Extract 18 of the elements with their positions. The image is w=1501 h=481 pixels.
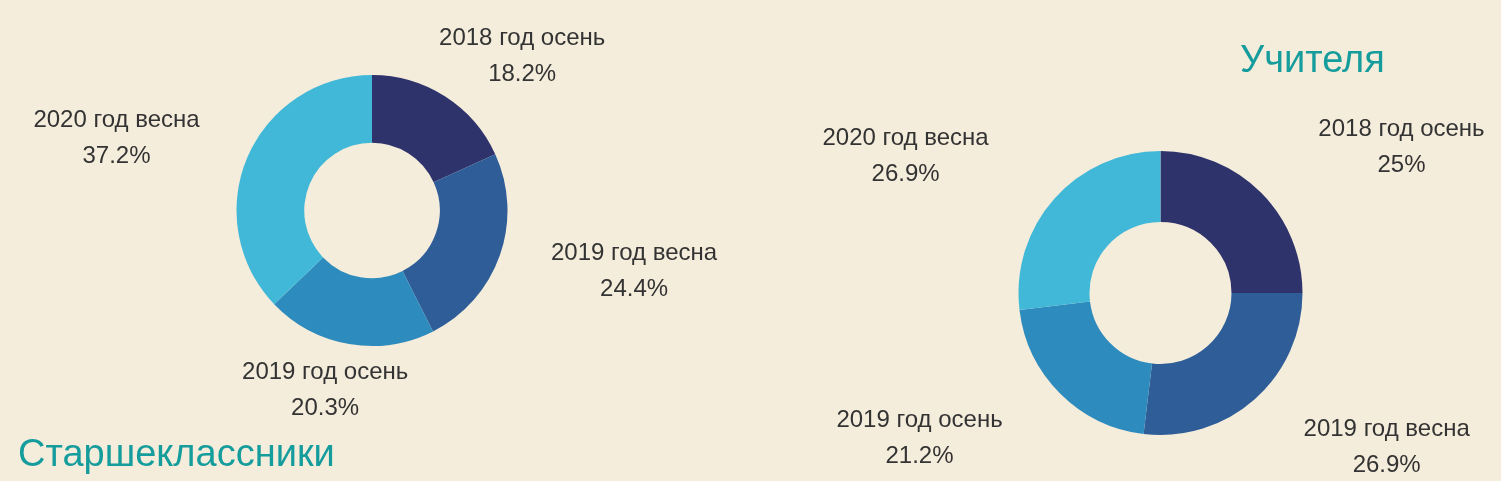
data-label: 26.9% [871, 158, 940, 186]
data-label: 26.9% [1352, 449, 1421, 477]
data-label: 20.3% [291, 393, 360, 421]
slice-label: 2020 год весна [822, 122, 990, 150]
slice-label: 2019 год весна [1303, 413, 1471, 441]
slice-label: 2019 год осень [836, 405, 1003, 433]
slice-label: 2018 год осень [439, 23, 606, 51]
data-label: 24.4% [600, 273, 669, 301]
data-label: 21.2% [885, 441, 954, 469]
slice-label: 2019 год весна [551, 237, 718, 265]
data-label: 37.2% [82, 141, 151, 169]
chart-title: Учителя [1240, 38, 1385, 81]
slice-label: 2018 год осень [1318, 114, 1485, 142]
data-label: 18.2% [488, 59, 557, 87]
text: Старшеклассники [18, 432, 335, 475]
slice-label: 2020 год весна [33, 105, 201, 133]
data-label: 25% [1377, 150, 1426, 178]
slice-label: 2019 год осень [242, 357, 409, 385]
